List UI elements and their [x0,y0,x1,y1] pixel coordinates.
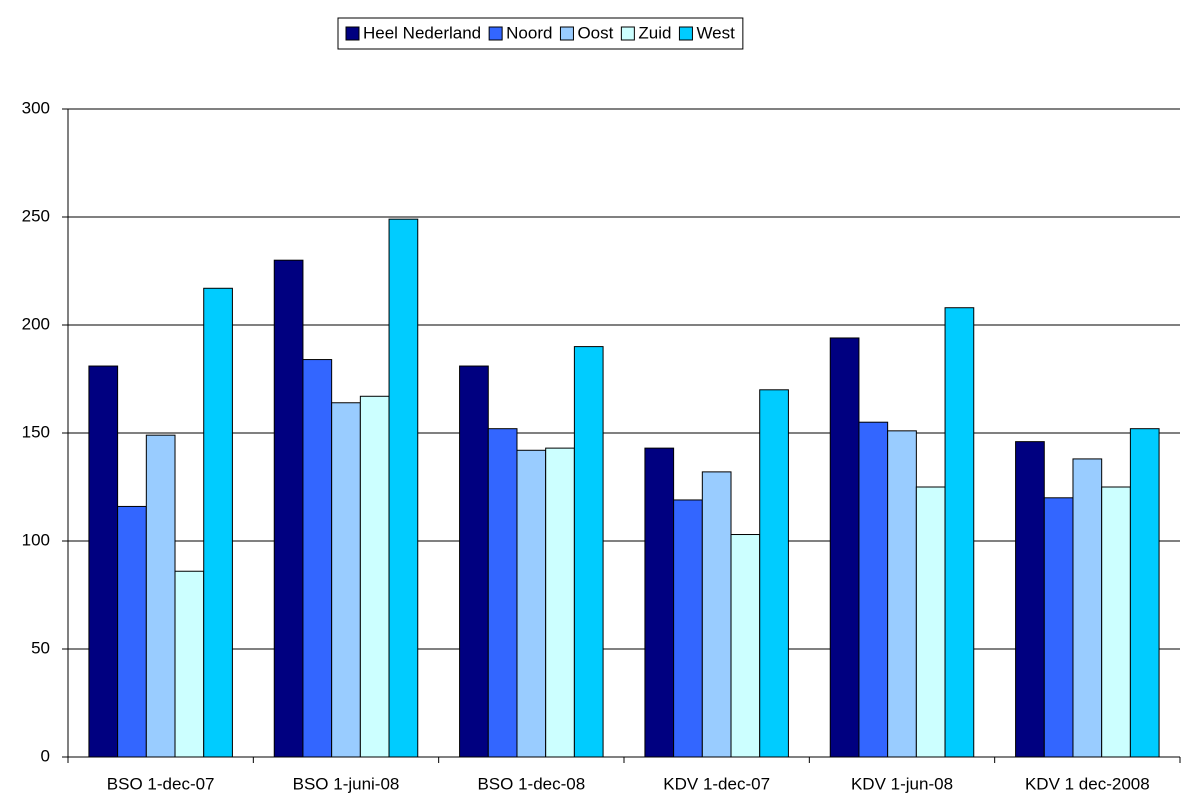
x-tick-label: BSO 1-dec-07 [107,774,215,793]
bar [273,259,304,758]
legend-label: Noord [506,23,552,42]
bar [829,337,860,758]
bar [730,534,761,758]
x-tick-label: KDV 1 dec-2008 [1025,774,1150,793]
y-tick-label: 150 [22,422,50,441]
bar [701,471,732,758]
legend-label: Zuid [638,23,671,42]
bar [1129,428,1160,758]
legend-swatch [345,26,360,41]
bar [1072,458,1103,758]
x-tick-label: KDV 1-jun-08 [851,774,953,793]
y-tick-label: 50 [31,638,50,657]
y-tick-label: 250 [22,206,50,225]
bar [759,389,789,758]
bar [1101,486,1131,758]
legend-label: West [696,23,735,42]
bar [944,307,975,758]
bar [545,447,575,758]
x-tick-label: BSO 1-dec-08 [477,774,585,793]
bar [644,447,675,758]
bar [117,505,147,758]
x-tick-label: KDV 1-dec-07 [663,774,770,793]
bar [858,421,889,758]
bar [88,365,119,758]
y-tick-label: 300 [22,98,50,117]
bar [915,486,946,758]
bar [203,287,233,758]
bar [388,218,419,758]
legend-swatch [559,26,574,41]
bar [459,365,489,758]
bar [487,428,518,758]
legend-label: Oost [577,23,613,42]
bar [331,402,361,758]
bar [174,570,205,758]
bar [1043,497,1074,758]
legend-swatch [488,26,503,41]
y-tick-label: 100 [22,530,50,549]
legend-swatch [678,26,693,41]
x-tick-label: BSO 1-juni-08 [293,774,400,793]
legend-box [337,17,744,50]
bar [516,449,547,758]
bar [359,395,390,758]
bar [145,434,176,758]
legend-label: Heel Nederland [363,23,481,42]
bar [887,430,917,758]
bar [573,346,604,758]
bar [1015,441,1045,758]
bar [673,499,703,758]
y-tick-label: 0 [41,746,50,765]
y-tick-label: 200 [22,314,50,333]
legend-swatch [620,26,635,41]
bar [302,359,333,758]
